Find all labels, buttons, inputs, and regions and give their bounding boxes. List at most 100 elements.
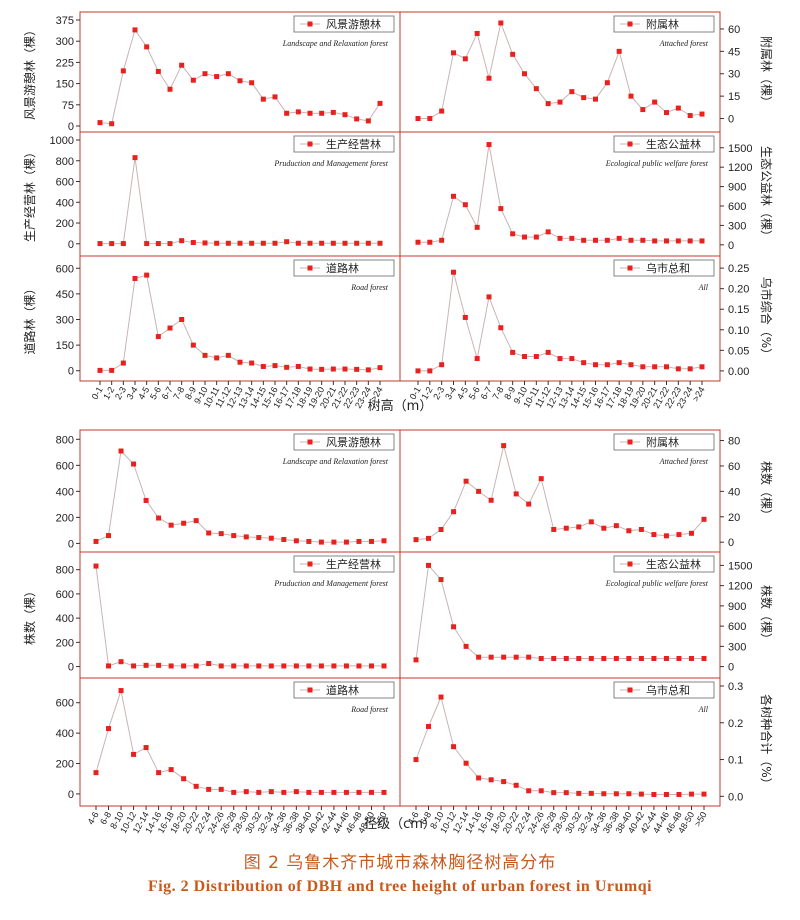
legend-english-label: Attached forest <box>659 457 709 466</box>
data-point <box>268 789 274 795</box>
data-point <box>318 663 324 669</box>
legend-label: 生态公益林 <box>646 137 701 151</box>
y-tick-label: 0 <box>728 537 734 549</box>
data-point <box>307 110 313 116</box>
data-point <box>193 518 199 524</box>
y-tick-label: 800 <box>56 156 74 168</box>
data-point <box>526 501 532 507</box>
data-point <box>427 116 433 122</box>
y-tick-label: 0.1 <box>728 755 743 767</box>
data-point <box>343 789 349 795</box>
data-point <box>513 782 519 788</box>
data-point <box>249 360 255 366</box>
data-point <box>109 367 115 373</box>
y-tick-label: 375 <box>56 15 74 27</box>
data-point <box>156 770 162 776</box>
data-point <box>144 44 150 50</box>
y-axis-title: 生产经营林（棵） <box>22 146 37 242</box>
data-point <box>676 791 682 797</box>
y-axis-title: 乌市综合（%） <box>759 277 774 360</box>
y-tick-label: 0.20 <box>728 284 749 296</box>
legend-english-label: Pruduction and Management forest <box>273 579 388 588</box>
data-point <box>118 448 124 454</box>
data-point <box>181 520 187 526</box>
data-point <box>368 789 374 795</box>
data-point <box>272 363 278 369</box>
data-point <box>260 240 266 246</box>
data-point <box>676 656 682 662</box>
data-point <box>426 562 432 568</box>
data-point <box>640 364 646 370</box>
data-point <box>628 237 634 243</box>
data-point <box>343 539 349 545</box>
data-point <box>167 325 173 331</box>
data-point <box>381 538 387 544</box>
data-point <box>451 50 456 56</box>
legend-marker <box>627 265 633 271</box>
legend-box <box>613 681 715 699</box>
data-point <box>652 364 658 370</box>
data-point <box>688 656 694 662</box>
legend-english-label: Road forest <box>350 705 389 714</box>
data-point <box>675 105 681 111</box>
y-tick-label: 75 <box>62 100 74 112</box>
data-point <box>120 360 126 366</box>
y-tick-label: 400 <box>56 486 74 498</box>
data-point <box>628 93 634 99</box>
legend-label: 附属林 <box>646 435 679 449</box>
data-point <box>272 240 278 246</box>
y-tick-label: 400 <box>56 613 74 625</box>
data-point <box>675 238 681 244</box>
data-point <box>181 776 187 782</box>
data-point <box>225 352 231 358</box>
data-point <box>581 95 587 101</box>
data-point <box>413 537 419 543</box>
data-point <box>354 240 360 246</box>
data-point <box>356 789 362 795</box>
data-point <box>588 519 594 525</box>
data-point <box>155 241 161 247</box>
panel-dbh-4: 0 300 600 900 1200 1500 生态公益林 Ecological public… <box>413 555 774 674</box>
data-point <box>501 779 507 785</box>
y-tick-label: 1500 <box>728 143 752 155</box>
data-point <box>132 155 138 161</box>
data-point <box>626 656 632 662</box>
data-point <box>118 688 124 694</box>
data-point <box>474 356 480 362</box>
legend-label: 生产经营林 <box>326 137 381 151</box>
y-tick-label: 0 <box>68 239 74 251</box>
data-point <box>626 791 632 797</box>
y-tick-label: 60 <box>728 461 740 473</box>
data-point <box>365 240 371 246</box>
y-tick-label: 600 <box>56 589 74 601</box>
data-point <box>663 533 669 539</box>
data-point <box>613 656 619 662</box>
legend-label: 附属林 <box>646 17 679 31</box>
y-axis-title: 生态公益林（棵） <box>759 146 774 242</box>
y-tick-label: 225 <box>56 57 74 69</box>
y-tick-label: 60 <box>728 24 740 36</box>
panel-dbh-2: 0 20 40 60 80 附属林 Attached forest 株数（棵） <box>413 433 774 549</box>
data-point <box>342 240 348 246</box>
y-tick-label: 0.2 <box>728 718 743 730</box>
y-tick-label: 300 <box>728 641 746 653</box>
data-point <box>377 365 383 371</box>
data-point <box>109 241 115 247</box>
y-tick-label: 0 <box>728 662 734 674</box>
data-point <box>295 363 301 369</box>
legend-marker <box>627 687 633 693</box>
legend-label: 乌市总和 <box>646 261 690 275</box>
data-point <box>593 96 598 102</box>
data-point <box>284 239 290 245</box>
data-point <box>533 234 539 240</box>
data-point <box>427 239 433 245</box>
legend-box <box>293 15 395 33</box>
data-point <box>179 238 185 244</box>
data-point <box>106 663 112 669</box>
data-point <box>206 661 212 667</box>
data-point <box>545 349 551 355</box>
data-point <box>463 760 469 766</box>
